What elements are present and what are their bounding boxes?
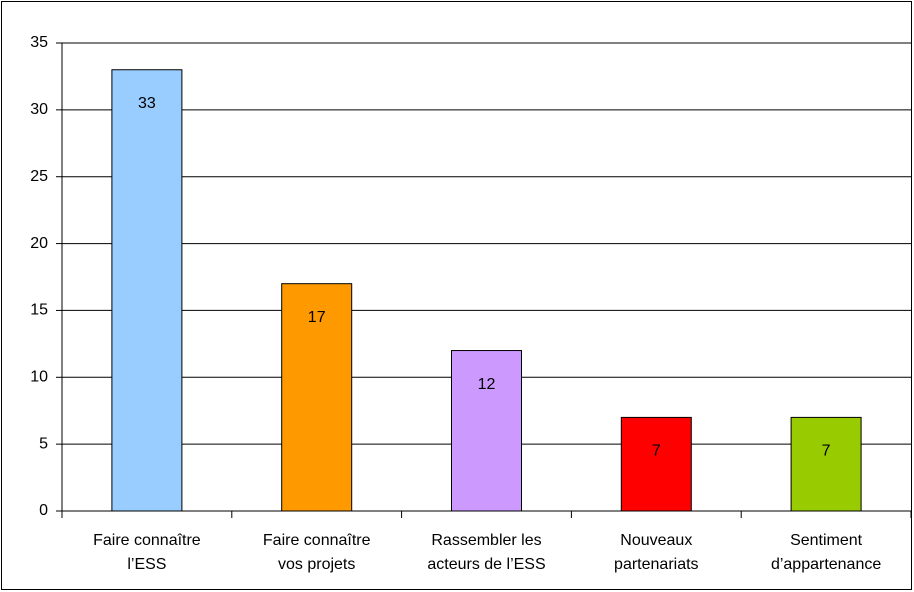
x-tick-label: acteurs de l’ESS <box>427 556 545 573</box>
y-tick-label: 5 <box>39 435 48 452</box>
y-tick-label: 10 <box>30 369 48 386</box>
bar <box>111 69 183 512</box>
y-tick-label: 35 <box>30 34 48 51</box>
x-tick-label: vos projets <box>278 556 355 573</box>
bar <box>451 350 522 512</box>
x-tick-label: Faire connaître <box>263 532 371 549</box>
x-tick-label: l’ESS <box>127 556 166 573</box>
x-tick-label: Faire connaître <box>93 532 201 549</box>
value-label: 7 <box>822 443 831 460</box>
y-tick-label: 20 <box>30 235 48 252</box>
bar <box>281 283 353 512</box>
y-tick-label: 25 <box>30 168 48 185</box>
value-label: 7 <box>652 443 661 460</box>
x-tick-label: Sentiment <box>790 532 863 549</box>
y-tick-label: 0 <box>39 502 48 519</box>
x-tick-label: Nouveaux <box>620 532 692 549</box>
bar <box>790 416 862 512</box>
bar <box>620 416 692 512</box>
value-label: 17 <box>308 309 326 326</box>
x-tick-label: partenariats <box>614 556 699 573</box>
value-label: 12 <box>478 376 496 393</box>
x-tick-label: d’appartenance <box>771 556 881 573</box>
x-tick-label: Rassembler les <box>431 532 541 549</box>
y-tick-label: 30 <box>30 101 48 118</box>
value-label: 33 <box>138 95 156 112</box>
y-tick-label: 15 <box>30 302 48 319</box>
